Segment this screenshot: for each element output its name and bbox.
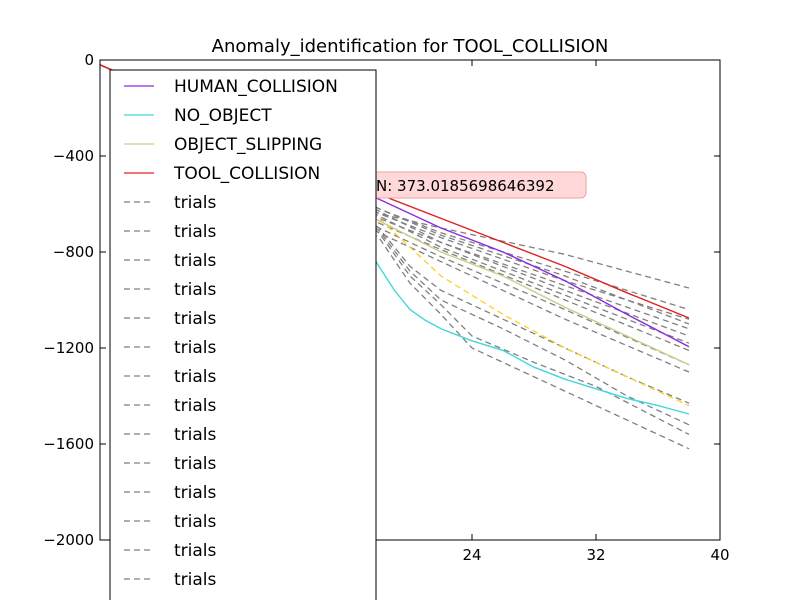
chart-title: Anomaly_identification for TOOL_COLLISIO… xyxy=(212,36,609,57)
x-tick-label: 40 xyxy=(710,546,729,564)
legend-label: trials xyxy=(174,280,217,300)
legend-label: trials xyxy=(174,309,217,329)
y-tick-label: −800 xyxy=(53,243,94,261)
legend-label: trials xyxy=(174,425,217,445)
plot-frame xyxy=(99,59,721,541)
legend-label: trials xyxy=(174,367,217,387)
legend-label: trials xyxy=(174,541,217,561)
y-tick-label: −1600 xyxy=(43,435,94,453)
legend-label: trials xyxy=(174,251,217,271)
legend-label: trials xyxy=(174,454,217,474)
legend-label: trials xyxy=(174,512,217,532)
tick-layer: 0 −400 −800 −1200 −1600 −2000 24 32 40 xyxy=(43,51,729,564)
x-tick-label: 24 xyxy=(462,546,481,564)
legend-label: trials xyxy=(174,338,217,358)
legend-label: trials xyxy=(174,483,217,503)
legend-label: trials xyxy=(174,222,217,242)
legend-label: HUMAN_COLLISION xyxy=(174,77,338,97)
y-tick-label: 0 xyxy=(84,51,94,69)
y-tick-label: −2000 xyxy=(43,531,94,549)
legend-frame xyxy=(109,69,377,600)
y-tick-label: −1200 xyxy=(43,339,94,357)
legend-label: NO_OBJECT xyxy=(174,106,272,126)
y-tick-label: −400 xyxy=(53,147,94,165)
annotation-text: N: 373.0185698646392 xyxy=(376,177,555,195)
series-line-12 xyxy=(99,64,690,426)
series-line-13 xyxy=(99,64,690,435)
legend: HUMAN_COLLISION NO_OBJECT OBJECT_SLIPPING T… xyxy=(109,69,377,600)
legend-label: trials xyxy=(174,396,217,416)
legend-label: TOOL_COLLISION xyxy=(173,164,320,184)
annotation-box: N: 373.0185698646392 xyxy=(365,171,587,199)
x-tick-label: 32 xyxy=(586,546,605,564)
legend-label: trials xyxy=(174,193,217,213)
legend-label: OBJECT_SLIPPING xyxy=(174,135,322,155)
legend-label: trials xyxy=(174,570,217,590)
series-line-14 xyxy=(99,64,690,450)
